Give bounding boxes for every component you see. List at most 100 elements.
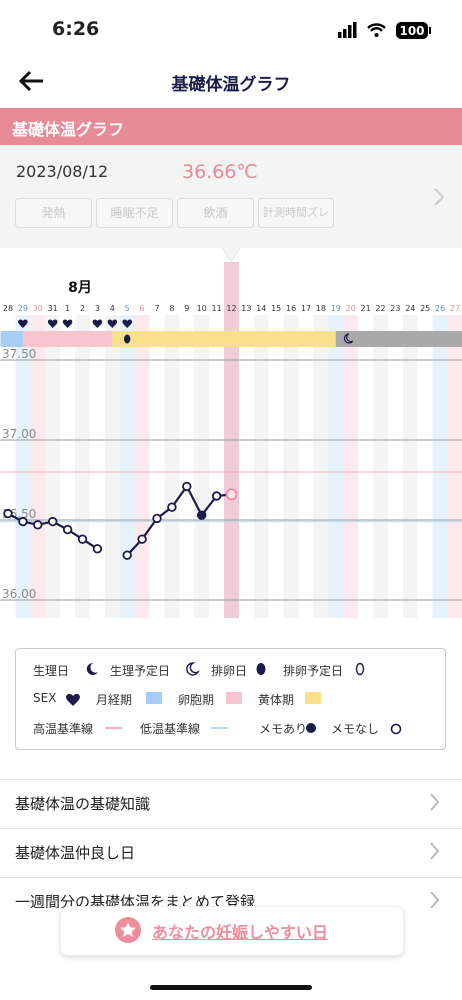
day-label: 27: [450, 304, 460, 313]
status-time: 6:26: [52, 18, 100, 40]
battery-level: 100: [399, 24, 424, 38]
day-label: 19: [331, 304, 341, 313]
day-label: 23: [390, 304, 400, 313]
legend-label: 低温基準線: [140, 722, 201, 736]
temperature-point: [211, 491, 222, 501]
day-label: 25: [420, 304, 430, 313]
chevron: [434, 188, 445, 206]
day-label: 16: [286, 304, 296, 313]
temperature-point: [33, 520, 43, 530]
temperature-point: [225, 488, 238, 501]
day-label: 10: [197, 304, 207, 313]
cta-label: あなたの妊娠しやすい日: [152, 923, 328, 942]
menu-item[interactable]: 基礎体温仲良し日: [0, 828, 462, 877]
day-label: 22: [375, 304, 385, 313]
day-column: [283, 315, 299, 618]
legend: [15, 648, 446, 750]
day-column: [15, 315, 31, 618]
legend-label: 卵胞期: [178, 693, 215, 707]
temperature-point: [18, 516, 28, 527]
home-indicator: [150, 985, 312, 990]
record-date: 2023/08/12: [16, 162, 109, 181]
day-label: 20: [346, 304, 356, 313]
legend-label: 月経期: [96, 693, 133, 707]
day-column: [89, 315, 105, 618]
day-label: 30: [33, 304, 43, 313]
day-column: [313, 315, 329, 618]
temperature-point: [182, 481, 192, 492]
legend-label: 排卵日: [211, 664, 248, 678]
day-column: [30, 315, 46, 618]
menu-chevrons: [430, 793, 440, 909]
day-column: [209, 315, 225, 618]
menu-item[interactable]: 一週間分の基礎体温をまとめて登録: [0, 877, 462, 908]
legend-label: 高温基準線: [33, 722, 94, 736]
day-label: 13: [241, 304, 251, 313]
temperature-point: [48, 516, 58, 527]
day-column: [358, 315, 374, 618]
day-label: 17: [301, 304, 311, 313]
tag[interactable]: 発熱: [15, 198, 92, 228]
tag[interactable]: 計測時間ズレ: [258, 198, 334, 228]
phase-bar: [335, 331, 462, 347]
menu-label: 基礎体温の基礎知識: [15, 795, 151, 813]
day-column: [268, 315, 284, 618]
temperature-point: [77, 534, 88, 544]
day-label: 1: [65, 304, 70, 313]
legend-label: 生理予定日: [110, 664, 171, 678]
day-column: [60, 315, 76, 618]
legend-label: メモあり: [259, 722, 308, 736]
record-panel[interactable]: [0, 145, 462, 248]
day-label: 28: [3, 304, 13, 313]
day-column: [328, 315, 344, 618]
day-label: 15: [271, 304, 281, 313]
sex-icon: [92, 319, 103, 328]
sex-icon: [62, 319, 73, 328]
legend-label: 排卵予定日: [283, 664, 344, 678]
selection-pointer: [221, 248, 241, 263]
sex-icon: [18, 319, 28, 328]
day-column: [298, 315, 314, 618]
day-column: [119, 315, 135, 618]
day-column: [432, 315, 448, 618]
ovulation-icon: [124, 334, 131, 344]
nav-title: 基礎体温グラフ: [171, 75, 291, 95]
day-column: [104, 315, 120, 618]
temperature-point: [152, 513, 162, 524]
temperature-point: [92, 544, 103, 554]
day-label: 24: [405, 304, 415, 313]
menu-item[interactable]: 基礎体温の基礎知識: [0, 779, 462, 828]
tag[interactable]: 睡眠不足: [96, 198, 173, 228]
record-temperature: 36.66℃: [182, 161, 258, 183]
temperature-point: [122, 550, 132, 560]
menu-label: 基礎体温仲良し日: [15, 844, 136, 862]
sex-icon: [107, 319, 118, 328]
day-column: [447, 315, 462, 618]
tag[interactable]: 飲酒: [177, 198, 254, 228]
day-column: [0, 315, 16, 618]
day-column: [417, 315, 433, 618]
day-label: 9: [184, 304, 189, 313]
day-column: [253, 315, 269, 618]
day-label: 6: [140, 304, 145, 313]
day-column: [194, 315, 210, 618]
day-label: 31: [48, 304, 58, 313]
day-label: 12: [226, 304, 236, 313]
phase-bar: [112, 331, 336, 347]
section-bar: 基礎体温グラフ: [0, 108, 462, 145]
day-label: 21: [361, 304, 371, 313]
legend-label: 黄体期: [258, 693, 295, 707]
back-button[interactable]: [18, 70, 46, 92]
day-column: [373, 315, 388, 618]
day-column: [402, 315, 418, 618]
temperature-point: [137, 534, 147, 544]
day-label: 11: [212, 304, 222, 313]
day-column: [149, 315, 165, 618]
legend-label: メモなし: [331, 722, 380, 736]
cta-icon: [115, 917, 141, 943]
phase-bar: [22, 331, 113, 347]
sex-icon: [47, 319, 58, 328]
